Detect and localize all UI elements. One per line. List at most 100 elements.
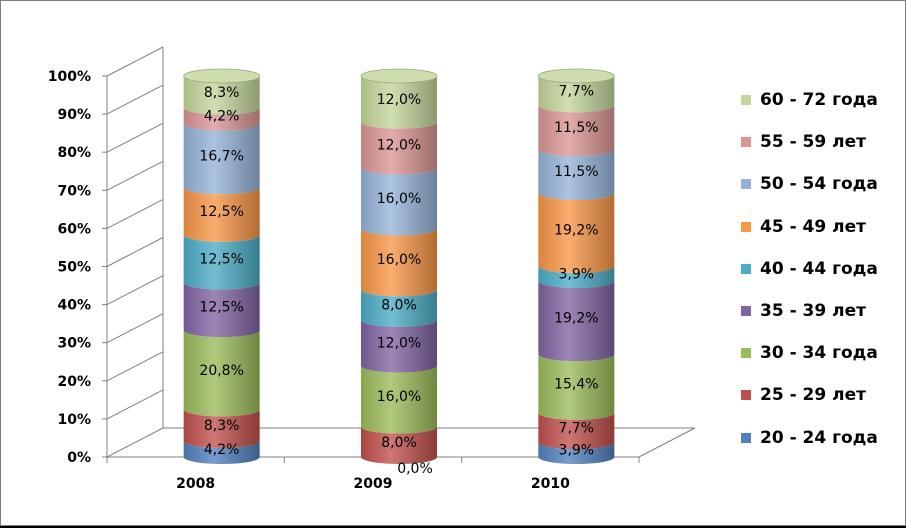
legend-item: 25 - 29 лет xyxy=(741,374,878,416)
legend-swatch xyxy=(741,95,751,106)
bar-segment xyxy=(538,412,615,450)
bar-segment xyxy=(361,319,437,373)
bar-segment xyxy=(361,365,437,434)
cylinder-2009 xyxy=(360,68,438,464)
cylinder-top-cap xyxy=(537,68,615,84)
bar-segment xyxy=(183,107,260,131)
data-label: 8,3% xyxy=(204,418,240,434)
data-label: 19,2% xyxy=(554,223,598,239)
y-tick-label: 0% xyxy=(67,450,91,466)
legend-label: 40 - 44 года xyxy=(760,258,878,279)
legend-label: 55 - 59 лет xyxy=(760,132,866,153)
data-label: 8,3% xyxy=(204,85,240,101)
bar-segment xyxy=(361,76,437,129)
bar-segment xyxy=(538,192,615,274)
legend-swatch xyxy=(741,179,751,190)
bar-segment xyxy=(183,123,260,195)
y-gridline-diagonal xyxy=(106,122,164,153)
bar-segment xyxy=(538,149,615,200)
data-label: 12,0% xyxy=(377,92,421,108)
data-label: 0,0% xyxy=(397,461,433,477)
data-label: 3,9% xyxy=(559,443,595,459)
legend-item: 40 - 44 года xyxy=(741,248,878,290)
bar-segment xyxy=(183,76,260,115)
bar-segment xyxy=(361,289,437,327)
legend-swatch xyxy=(741,221,751,232)
bar-segment xyxy=(538,442,615,465)
bar-segment xyxy=(183,440,260,464)
legend-swatch xyxy=(741,137,751,148)
data-label: 19,2% xyxy=(554,311,598,327)
legend-label: 60 - 72 года xyxy=(760,90,878,111)
bar-segment xyxy=(538,280,615,362)
data-label: 8,0% xyxy=(381,435,417,451)
y-gridline-diagonal xyxy=(106,275,164,306)
legend-label: 30 - 34 года xyxy=(760,343,878,364)
y-tick-label: 70% xyxy=(57,183,91,199)
data-label: 12,0% xyxy=(377,138,421,154)
y-tick-label: 50% xyxy=(57,260,91,276)
bar-segment xyxy=(183,409,260,448)
legend-swatch xyxy=(741,390,751,401)
y-gridline-diagonal xyxy=(106,427,164,458)
x-tick-label: 2010 xyxy=(531,476,570,492)
legend-label: 45 - 49 лет xyxy=(760,216,866,237)
legend-label: 35 - 39 лет xyxy=(760,301,866,322)
legend-item: 30 - 34 года xyxy=(741,332,878,374)
y-tick-label: 80% xyxy=(57,145,91,161)
bar-segment xyxy=(538,105,615,157)
y-tick-label: 20% xyxy=(57,374,91,390)
data-label: 8,0% xyxy=(381,298,417,314)
cylinder-2008 xyxy=(183,68,261,464)
data-label: 7,7% xyxy=(559,84,595,100)
y-tick-label: 90% xyxy=(57,107,91,123)
bar-segment xyxy=(361,167,437,236)
legend-item: 60 - 72 года xyxy=(741,79,878,121)
y-tick-label: 40% xyxy=(57,298,91,314)
legend-swatch xyxy=(741,432,751,443)
bar-segment xyxy=(538,266,615,288)
data-label: 4,2% xyxy=(204,442,240,458)
y-gridline-diagonal xyxy=(106,313,164,344)
y-gridline-diagonal xyxy=(106,160,164,191)
data-label: 12,5% xyxy=(199,252,243,268)
y-tick-label: 10% xyxy=(57,412,91,428)
legend-item: 35 - 39 лет xyxy=(741,290,878,332)
bar-segment xyxy=(361,426,437,464)
data-label: 16,0% xyxy=(377,191,421,207)
data-label: 11,5% xyxy=(554,120,598,136)
data-label: 16,0% xyxy=(377,389,421,405)
y-gridline-diagonal xyxy=(106,351,164,382)
legend: 60 - 72 года 55 - 59 лет 50 - 54 года 45 - … xyxy=(741,79,878,459)
cylinder-2010 xyxy=(537,68,615,465)
y-gridline-diagonal xyxy=(106,237,164,267)
cylinder-top-cap xyxy=(183,68,261,84)
data-label: 16,7% xyxy=(199,148,243,164)
legend-swatch xyxy=(741,348,751,359)
cylinder-top-cap xyxy=(360,68,438,84)
floor-right-edge xyxy=(638,427,696,458)
y-gridline-diagonal xyxy=(106,389,164,420)
x-tick-label: 2008 xyxy=(176,476,215,492)
legend-item: 50 - 54 года xyxy=(741,163,878,205)
legend-swatch xyxy=(741,306,751,317)
bar-segment xyxy=(183,330,260,417)
legend-label: 25 - 29 лет xyxy=(760,385,866,406)
data-label: 12,5% xyxy=(199,204,243,220)
legend-item: 55 - 59 лет xyxy=(741,121,878,163)
bar-segment xyxy=(538,354,615,420)
y-tick-label: 60% xyxy=(57,221,91,237)
legend-item: 20 - 24 года xyxy=(741,417,878,459)
legend-label: 20 - 24 года xyxy=(760,427,878,448)
data-label: 16,0% xyxy=(377,252,421,268)
bar-segment xyxy=(183,187,260,242)
data-label: 15,4% xyxy=(554,376,598,392)
data-label: 4,2% xyxy=(204,109,240,125)
y-gridline-diagonal xyxy=(106,198,164,229)
bar-segment xyxy=(183,234,260,290)
x-tick-label: 2009 xyxy=(354,476,393,492)
y-gridline-diagonal xyxy=(106,84,164,115)
legend-item: 45 - 49 лет xyxy=(741,206,878,248)
